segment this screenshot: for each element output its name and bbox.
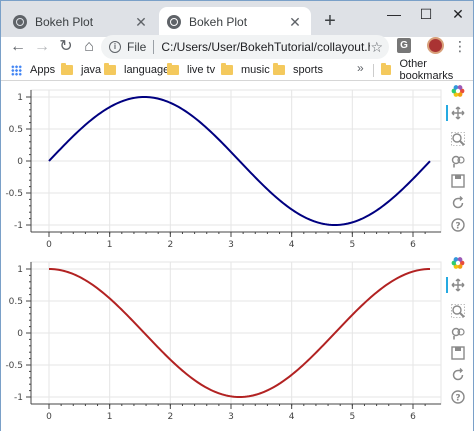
y-tick-label: 0 bbox=[17, 157, 23, 167]
x-tick-label: 1 bbox=[107, 412, 113, 422]
folder-icon bbox=[167, 63, 179, 75]
bookmark-sports[interactable]: sports bbox=[273, 61, 323, 79]
bookmark-language[interactable]: language bbox=[104, 61, 169, 79]
tab-bokeh-plot-1[interactable]: Bokeh Plot ✕ bbox=[5, 7, 157, 37]
y-tick-label: 0.5 bbox=[9, 297, 23, 307]
svg-text:?: ? bbox=[455, 222, 460, 232]
x-tick-label: 6 bbox=[410, 240, 416, 250]
bookmark-label: Other bookmarks bbox=[399, 58, 454, 82]
globe-icon bbox=[13, 15, 27, 29]
svg-text:?: ? bbox=[455, 394, 460, 404]
info-icon[interactable]: i bbox=[109, 41, 121, 53]
bokeh-logo-icon bbox=[451, 256, 465, 270]
pan-icon[interactable] bbox=[446, 105, 465, 121]
x-tick-label: 4 bbox=[289, 412, 295, 422]
series-line bbox=[48, 268, 431, 399]
y-tick-label: -0.5 bbox=[5, 189, 23, 199]
folder-icon bbox=[61, 63, 73, 75]
back-button[interactable]: ← bbox=[10, 38, 26, 55]
divider bbox=[373, 64, 374, 77]
address-bar[interactable]: i File C:/Users/User/BokehTutorial/colla… bbox=[101, 35, 389, 59]
y-tick-label: -1 bbox=[14, 221, 23, 231]
help-icon[interactable]: ? bbox=[451, 390, 465, 404]
bookmark-label: java bbox=[81, 64, 102, 76]
x-tick-label: 1 bbox=[107, 240, 113, 250]
series-line bbox=[48, 95, 431, 227]
reset-icon[interactable] bbox=[451, 368, 465, 382]
box-zoom-icon[interactable] bbox=[451, 132, 465, 146]
forward-button[interactable]: → bbox=[34, 38, 50, 55]
save-icon[interactable] bbox=[451, 346, 465, 360]
menu-dots-icon[interactable]: ⋮ bbox=[453, 38, 467, 54]
bokeh-logo-icon bbox=[451, 84, 465, 98]
bookmark-label: Apps bbox=[30, 64, 56, 76]
x-tick-label: 4 bbox=[289, 240, 295, 250]
wheel-zoom-icon[interactable] bbox=[451, 326, 465, 340]
tab-bokeh-plot-2[interactable]: Bokeh Plot ✕ bbox=[159, 7, 311, 37]
x-tick-label: 0 bbox=[46, 412, 52, 422]
profile-avatar[interactable] bbox=[427, 37, 444, 54]
tab-close-icon[interactable]: ✕ bbox=[289, 14, 301, 30]
tab-title: Bokeh Plot bbox=[189, 15, 248, 29]
save-icon[interactable] bbox=[451, 174, 465, 188]
page-content: 0 1 2 3 4 5 6 1 0.5 0 -0.5 -1 0 1 2 3 4 5 6 1 0.5 0 -0.5 -1 ? … bbox=[1, 82, 473, 431]
url-text[interactable]: C:/Users/User/BokehTutorial/collayout.ht… bbox=[161, 40, 371, 54]
y-tick-label: 0 bbox=[17, 329, 23, 339]
url-scheme: File bbox=[127, 40, 147, 54]
bookmark-java[interactable]: java bbox=[61, 61, 101, 79]
cosine-plot[interactable]: 0 1 2 3 4 5 6 1 0.5 0 -0.5 -1 bbox=[1, 254, 447, 426]
bookmark-label: sports bbox=[293, 64, 323, 76]
x-tick-label: 6 bbox=[410, 412, 416, 422]
folder-icon bbox=[104, 63, 116, 75]
y-tick-label: -1 bbox=[14, 393, 23, 403]
bookmark-music[interactable]: music bbox=[221, 61, 270, 79]
bookmark-label: live tv bbox=[187, 64, 216, 76]
x-tick-label: 5 bbox=[349, 240, 355, 250]
bookmark-label: music bbox=[241, 64, 270, 76]
tab-title: Bokeh Plot bbox=[35, 15, 94, 29]
apps-grid-icon bbox=[11, 64, 22, 76]
wheel-zoom-icon[interactable] bbox=[451, 154, 465, 168]
x-tick-label: 5 bbox=[349, 412, 355, 422]
y-tick-label: 1 bbox=[17, 93, 23, 103]
x-tick-label: 3 bbox=[228, 240, 234, 250]
home-button[interactable]: ⌂ bbox=[84, 38, 94, 55]
sine-plot[interactable]: 0 1 2 3 4 5 6 1 0.5 0 -0.5 -1 bbox=[1, 82, 447, 254]
help-icon[interactable]: ? bbox=[451, 218, 465, 232]
pan-icon[interactable] bbox=[446, 277, 465, 293]
bookmark-star-icon[interactable]: ☆ bbox=[370, 38, 383, 55]
y-tick-label: 0.5 bbox=[9, 125, 23, 135]
new-tab-button[interactable]: + bbox=[324, 10, 336, 32]
tab-strip: Bokeh Plot ✕ Bokeh Plot ✕ + — ☐ ✕ bbox=[1, 1, 473, 37]
reset-icon[interactable] bbox=[451, 196, 465, 210]
browser-toolbar: ← → ↻ ⌂ i File C:/Users/User/BokehTutori… bbox=[1, 35, 473, 59]
tab-close-icon[interactable]: ✕ bbox=[135, 14, 147, 30]
bookmarks-bar: Apps java language live tv music sports … bbox=[1, 58, 473, 82]
bookmark-label: language bbox=[124, 64, 170, 76]
y-tick-label: -0.5 bbox=[5, 361, 23, 371]
divider bbox=[153, 40, 155, 54]
x-tick-label: 2 bbox=[167, 412, 173, 422]
bookmark-other[interactable]: Other bookmarks bbox=[381, 58, 473, 82]
close-window-button[interactable]: ✕ bbox=[452, 6, 464, 22]
maximize-button[interactable]: ☐ bbox=[419, 6, 433, 22]
globe-icon bbox=[167, 15, 181, 29]
y-tick-label: 1 bbox=[17, 265, 23, 275]
minimize-button[interactable]: — bbox=[387, 6, 401, 22]
x-tick-label: 0 bbox=[46, 240, 52, 250]
folder-icon bbox=[221, 63, 233, 75]
extension-g-icon[interactable]: G bbox=[397, 38, 411, 53]
bookmark-live-tv[interactable]: live tv bbox=[167, 61, 215, 79]
folder-icon bbox=[381, 63, 392, 75]
folder-icon bbox=[273, 63, 285, 75]
x-tick-label: 2 bbox=[167, 240, 173, 250]
x-tick-label: 3 bbox=[228, 412, 234, 422]
box-zoom-icon[interactable] bbox=[451, 304, 465, 318]
bookmarks-overflow-icon[interactable]: » bbox=[357, 61, 364, 75]
reload-button[interactable]: ↻ bbox=[59, 38, 73, 55]
bookmark-apps[interactable]: Apps bbox=[11, 61, 55, 79]
